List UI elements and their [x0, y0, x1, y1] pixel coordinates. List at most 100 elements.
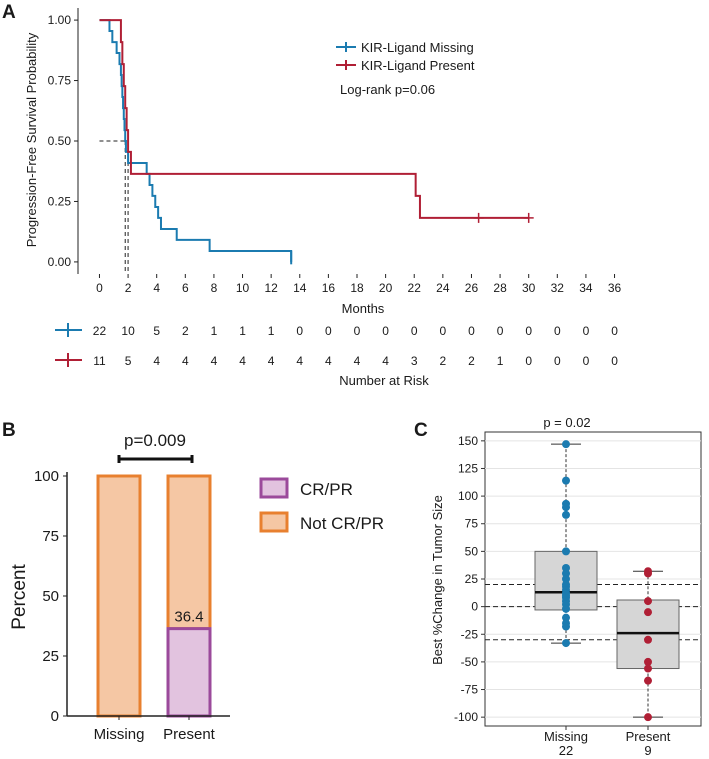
c-group-n: 22	[559, 743, 573, 758]
a-risk-value: 0	[354, 324, 361, 338]
c-y-tick-label: 100	[458, 489, 478, 503]
b-legend-swatch-not-crpr	[259, 511, 289, 533]
a-risk-value: 22	[93, 324, 107, 338]
a-risk-value: 2	[440, 354, 447, 368]
b-y-tick-label: 0	[51, 708, 59, 725]
c-point-present	[644, 569, 652, 578]
c-point-missing	[562, 476, 570, 485]
c-point-missing	[562, 440, 570, 449]
c-y-tick-label: 125	[458, 461, 478, 475]
a-risk-value: 1	[268, 324, 275, 338]
a-logrank-annotation: Log-rank p=0.06	[340, 82, 435, 97]
c-point-present	[644, 608, 652, 617]
c-y-tick-label: 75	[465, 517, 479, 531]
a-risk-value: 0	[440, 324, 447, 338]
c-point-missing	[562, 563, 570, 572]
c-point-present	[644, 635, 652, 644]
a-x-tick-label: 30	[522, 281, 536, 295]
b-significance-bracket	[117, 455, 194, 463]
a-x-tick-label: 12	[264, 281, 278, 295]
a-risk-value: 4	[296, 354, 303, 368]
c-point-present	[644, 597, 652, 606]
a-y-tick-label: 0.75	[48, 74, 72, 88]
panel-b: B Percent p=0.009 0 25 50 75 100 Missing Prese…	[2, 420, 384, 743]
c-y-tick-label: -50	[461, 655, 479, 669]
b-legend-swatch-crpr	[259, 477, 289, 499]
a-risk-value: 4	[354, 354, 361, 368]
a-risk-value: 0	[411, 324, 418, 338]
c-point-present	[644, 676, 652, 685]
a-risk-value: 4	[382, 354, 389, 368]
b-y-tick-label: 75	[42, 528, 59, 545]
a-x-tick-label: 34	[579, 281, 593, 295]
c-p-value: p = 0.02	[543, 415, 590, 430]
a-risk-value: 4	[211, 354, 218, 368]
c-point-present	[644, 657, 652, 666]
a-risk-value: 0	[583, 324, 590, 338]
c-point-present	[644, 713, 652, 722]
c-point-missing	[562, 613, 570, 622]
a-risk-value: 4	[239, 354, 246, 368]
a-risk-value: 5	[125, 354, 132, 368]
b-y-tick-label: 50	[42, 588, 59, 605]
a-risk-value: 4	[268, 354, 275, 368]
a-risk-value: 0	[296, 324, 303, 338]
a-risk-value: 0	[611, 324, 618, 338]
a-y-tick-label: 0.00	[48, 255, 72, 269]
b-p-value: p=0.009	[124, 431, 186, 450]
c-point-missing	[562, 569, 570, 578]
panel-a: A Progression-Free Survival Probability …	[2, 2, 622, 388]
c-point-missing	[562, 604, 570, 613]
a-y-axis-title: Progression-Free Survival Probability	[24, 32, 39, 247]
a-y-tick-label: 0.25	[48, 194, 72, 208]
a-legend-label: KIR-Ligand Present	[361, 58, 475, 73]
a-curve-present	[99, 19, 529, 219]
a-risk-value: 1	[211, 324, 218, 338]
panel-a-label: A	[2, 2, 16, 23]
a-risk-value: 0	[583, 354, 590, 368]
a-risk-value: 10	[121, 324, 135, 338]
a-y-tick-label: 1.00	[48, 13, 72, 27]
a-x-tick-label: 16	[322, 281, 336, 295]
a-x-tick-label: 2	[125, 281, 132, 295]
a-risk-value: 0	[554, 354, 561, 368]
a-x-tick-label: 28	[493, 281, 507, 295]
b-legend-label: CR/PR	[300, 480, 353, 499]
c-y-tick-label: 50	[465, 544, 479, 558]
a-risk-value: 0	[611, 354, 618, 368]
panel-b-label: B	[2, 420, 16, 441]
a-risk-value: 0	[554, 324, 561, 338]
c-y-tick-label: -100	[454, 710, 478, 724]
a-x-tick-label: 24	[436, 281, 450, 295]
a-x-tick-label: 4	[153, 281, 160, 295]
c-point-missing	[562, 639, 570, 648]
b-bar-crpr	[166, 627, 212, 718]
a-risk-value: 2	[468, 354, 475, 368]
a-risk-value: 5	[153, 324, 160, 338]
c-y-tick-label: -25	[461, 627, 479, 641]
b-y-axis-title: Percent	[9, 564, 30, 630]
a-risk-value: 4	[325, 354, 332, 368]
c-point-missing	[562, 575, 570, 583]
b-y-tick-label: 25	[42, 648, 59, 665]
a-legend: KIR-Ligand Missing KIR-Ligand Present	[336, 40, 475, 73]
b-bar-chart: 0 25 50 75 100 Missing Present 36.4	[34, 455, 230, 743]
c-x-tick-label: Missing	[544, 729, 588, 744]
b-bar-not-crpr	[166, 474, 212, 631]
a-risk-value: 0	[382, 324, 389, 338]
a-risk-table: 22 10 5 2 1 1 1 0 0 0 0 0 0 0 0 0 0 0 011 5 4 4 4 4 4 4 4 4 4 3 2 2 1 0 0 0…	[55, 323, 618, 368]
b-legend: CR/PR Not CR/PR	[259, 477, 384, 533]
c-y-tick-label: 25	[465, 572, 479, 586]
a-x-axis-title: Months	[342, 301, 385, 316]
c-point-missing	[562, 547, 570, 556]
b-legend-label: Not CR/PR	[300, 514, 384, 533]
a-x-tick-label: 22	[408, 281, 422, 295]
panel-c-label: C	[414, 420, 428, 441]
a-y-tick-label: 0.50	[48, 134, 72, 148]
a-x-tick-label: 10	[236, 281, 250, 295]
a-axes: 0.000.250.500.751.000 2 4 6 8 10 12 14 16 18 20 22 2…	[48, 8, 622, 295]
a-risk-value: 11	[93, 354, 106, 368]
a-risk-value: 4	[182, 354, 189, 368]
